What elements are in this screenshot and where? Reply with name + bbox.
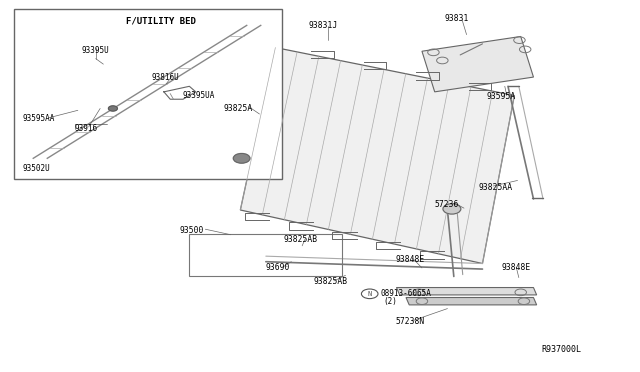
Text: 93595AA: 93595AA bbox=[22, 114, 55, 123]
Bar bbox=[189, 234, 342, 276]
Circle shape bbox=[108, 106, 117, 111]
Text: F/UTILITY BED: F/UTILITY BED bbox=[126, 16, 196, 25]
Bar bbox=[14, 9, 282, 179]
Text: 08913-6065A: 08913-6065A bbox=[381, 289, 431, 298]
Text: 57238N: 57238N bbox=[395, 317, 424, 326]
Text: 93825A: 93825A bbox=[223, 104, 252, 113]
Text: 93395U: 93395U bbox=[81, 46, 109, 55]
Text: (2): (2) bbox=[384, 298, 397, 307]
Text: 93831: 93831 bbox=[444, 14, 468, 23]
Text: 93825AB: 93825AB bbox=[284, 235, 318, 244]
Text: 93831J: 93831J bbox=[308, 21, 338, 30]
Text: N: N bbox=[367, 291, 372, 297]
Circle shape bbox=[234, 154, 250, 163]
Text: 93395UA: 93395UA bbox=[183, 91, 216, 100]
Text: 93825AA: 93825AA bbox=[478, 183, 512, 192]
Text: 93500: 93500 bbox=[180, 226, 204, 235]
Polygon shape bbox=[422, 36, 534, 92]
Text: 93690: 93690 bbox=[266, 263, 290, 272]
Text: 57236: 57236 bbox=[435, 200, 459, 209]
Text: 93502U: 93502U bbox=[22, 164, 50, 173]
Text: R937000L: R937000L bbox=[541, 345, 582, 354]
Polygon shape bbox=[241, 48, 515, 263]
Text: 93825AB: 93825AB bbox=[314, 278, 348, 286]
Text: 93848E: 93848E bbox=[502, 263, 531, 272]
Text: 93848E: 93848E bbox=[395, 254, 424, 264]
Text: 93916: 93916 bbox=[75, 124, 98, 133]
Polygon shape bbox=[396, 288, 537, 295]
Polygon shape bbox=[406, 298, 537, 305]
Text: 93816U: 93816U bbox=[151, 73, 179, 82]
Text: 93595A: 93595A bbox=[487, 92, 516, 101]
Circle shape bbox=[443, 204, 461, 214]
